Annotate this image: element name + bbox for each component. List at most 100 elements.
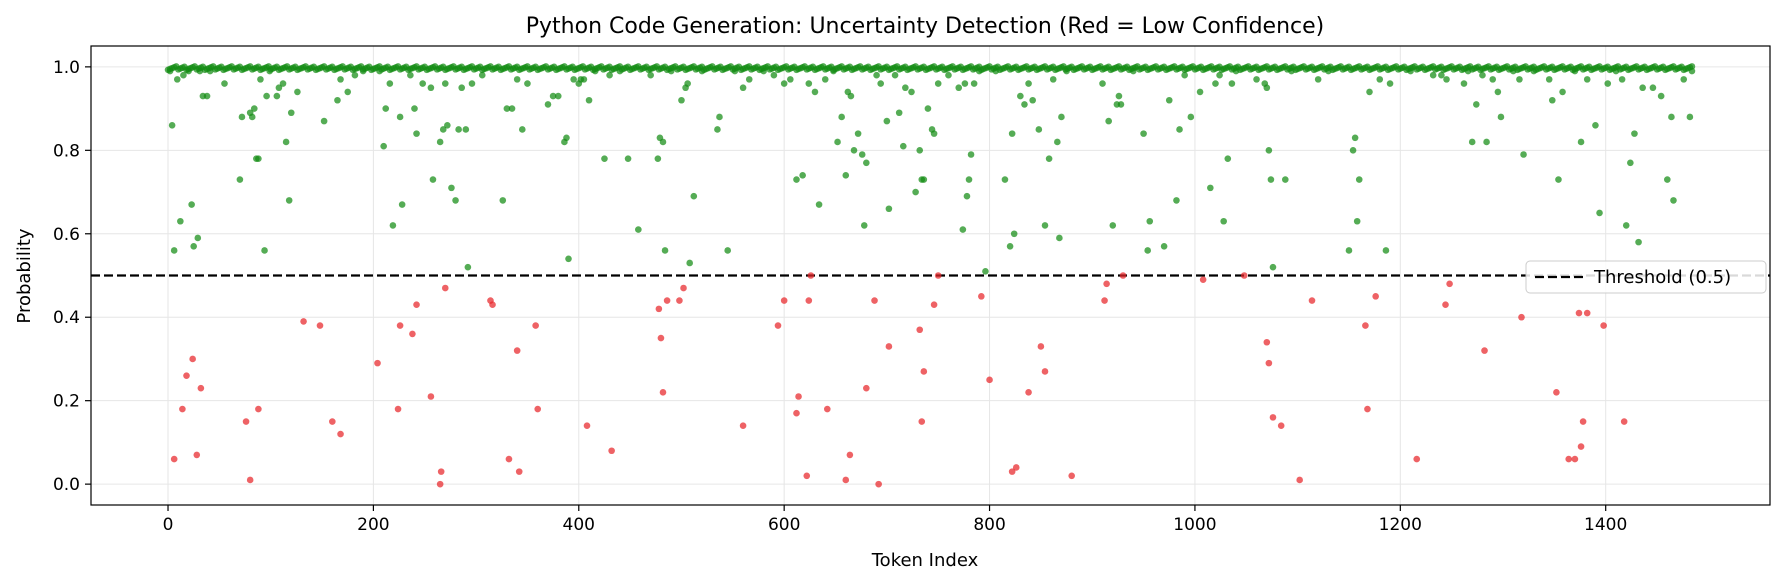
high-confidence-point [1460,80,1468,87]
high-confidence-point [1181,71,1188,79]
high-confidence-point [1269,263,1277,271]
legend-threshold-label: Threshold (0.5) [1593,267,1731,288]
low-confidence-point [1583,309,1591,317]
high-confidence-point [411,105,418,112]
high-confidence-point [337,76,344,83]
high-confidence-point [238,113,246,121]
low-confidence-point [436,480,444,488]
high-confidence-point [1366,88,1373,96]
y-tick-label: 0.4 [53,308,80,328]
high-confidence-point [468,80,476,87]
high-confidence-point [1263,84,1271,92]
high-confidence-point [847,92,855,100]
high-confidence-point [1429,71,1437,79]
high-confidence-point [565,255,572,263]
high-confidence-point [1479,71,1486,79]
low-confidence-point [1308,297,1316,304]
high-confidence-point [248,113,256,121]
axes: 0 200 400 600 800 1000 1200 1400 0.0 0.2 0.4 0.6 0.8… [53,58,1627,535]
high-confidence-point [407,71,414,79]
low-confidence-point [934,272,942,279]
high-confidence-point [1314,76,1322,83]
high-confidence-point [1056,234,1063,242]
low-confidence-point [680,284,687,292]
low-confidence-point [329,418,336,425]
chart-title: Python Code Generation: Uncertainty Dete… [526,14,1325,39]
high-confidence-point [1516,76,1523,83]
low-confidence-point [805,297,813,304]
high-confidence-point [902,84,909,92]
high-confidence-point [799,172,806,179]
high-confidence-point [398,201,406,208]
high-confidence-point [503,105,511,112]
high-confidence-point [690,192,698,200]
low-confidence-point [1442,301,1449,309]
high-confidence-point [780,80,788,87]
high-confidence-point [351,71,359,79]
high-confidence-point [970,80,978,87]
low-confidence-point [337,430,344,438]
low-confidence-point [394,405,402,413]
high-confidence-point [250,105,258,112]
high-confidence-point [916,147,924,154]
high-confidence-point [885,205,893,213]
low-confidence-point [807,272,815,279]
low-confidence-point [374,359,381,367]
high-confidence-point [883,117,891,125]
high-confidence-point [1473,101,1480,108]
high-confidence-point [334,96,341,104]
low-confidence-point [842,476,850,484]
high-confidence-point [1596,209,1603,217]
low-confidence-point [1296,476,1303,484]
high-confidence-point [1649,84,1657,92]
high-confidence-point [930,130,938,137]
high-confidence-point [282,138,290,146]
high-confidence-point [519,126,526,133]
low-confidence-point [920,368,928,375]
high-confidence-point [678,96,685,104]
high-confidence-point [190,242,197,250]
high-confidence-point [1382,247,1390,254]
low-confidence-point [1600,322,1607,329]
high-confidence-point [1045,155,1053,162]
high-confidence-point [1115,92,1123,100]
low-confidence-point [1101,297,1108,304]
low-confidence-point [427,393,435,400]
low-confidence-point [1481,347,1488,354]
low-confidence-point [1372,293,1379,300]
x-tick-label: 1400 [1584,515,1627,535]
x-tick-label: 200 [357,515,389,535]
low-confidence-point [300,318,307,325]
high-confidence-point [180,71,187,79]
high-confidence-point [1657,92,1665,100]
high-confidence-point [647,71,654,79]
high-confidence-point [177,217,184,225]
high-confidence-point [294,88,301,96]
high-confidence-point [1021,101,1028,108]
low-confidence-point [409,330,416,338]
high-confidence-point [221,80,228,87]
high-confidence-point [1282,176,1289,183]
low-confidence-point [1068,472,1075,480]
low-confidence-point [871,297,878,304]
high-confidence-point [1635,238,1642,246]
high-confidence-point [1353,217,1361,225]
high-confidence-point [838,113,845,121]
high-confidence-point [1627,159,1634,167]
high-confidence-point [1049,76,1057,83]
high-confidence-point [1355,176,1363,183]
high-confidence-point [739,84,747,92]
high-confidence-point [745,76,753,83]
low-confidence-point [1362,322,1369,329]
high-confidence-point [1140,130,1147,137]
high-confidence-point [863,159,870,167]
low-confidence-point [1565,455,1573,463]
low-confidence-point [1553,389,1560,396]
low-confidence-point [608,447,615,455]
high-confidence-point [1212,80,1219,87]
high-confidence-point [1351,134,1359,142]
high-confidence-point [1639,84,1646,92]
low-confidence-point [532,322,539,329]
high-confidence-point [436,138,444,146]
high-confidence-point [452,197,459,204]
